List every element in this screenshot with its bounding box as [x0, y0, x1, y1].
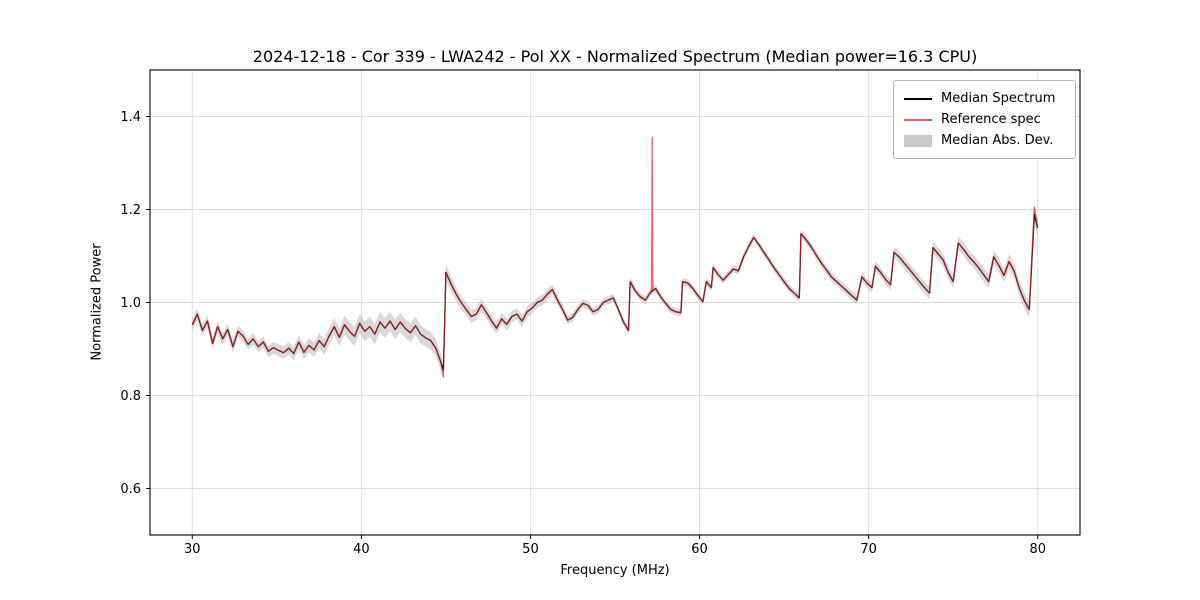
reference-line-swatch [904, 118, 932, 121]
x-tick-label: 30 [184, 542, 201, 557]
x-tick-label: 40 [353, 542, 370, 557]
mad-band-swatch [904, 134, 932, 147]
y-tick-label: 0.6 [120, 482, 141, 497]
y-axis-label: Normalized Power [89, 243, 105, 361]
legend-label: Median Abs. Dev. [941, 133, 1054, 148]
median-line-swatch [904, 97, 932, 100]
reference-spec-line [191, 136, 1039, 378]
x-tick-label: 50 [522, 542, 539, 557]
legend-item-reference-spec: Reference spec [904, 109, 1065, 130]
legend-item-median-spectrum: Median Spectrum [904, 88, 1065, 109]
legend: Median Spectrum Reference spec Median Ab… [893, 80, 1076, 159]
y-tick-labels: 0.6 0.8 1.0 1.2 1.4 [120, 110, 150, 497]
chart-title: 2024-12-18 - Cor 339 - LWA242 - Pol XX -… [252, 47, 978, 66]
y-tick-label: 0.8 [120, 389, 141, 404]
x-tick-label: 80 [1029, 542, 1046, 557]
y-tick-label: 1.4 [120, 110, 141, 125]
legend-label: Reference spec [941, 112, 1041, 127]
x-tick-label: 60 [691, 542, 708, 557]
y-tick-label: 1.0 [120, 296, 141, 311]
y-tick-label: 1.2 [120, 203, 141, 218]
legend-item-median-abs-dev: Median Abs. Dev. [904, 130, 1065, 151]
legend-label: Median Spectrum [941, 91, 1056, 106]
x-tick-labels: 30 40 50 60 70 80 [184, 535, 1046, 557]
x-tick-label: 70 [860, 542, 877, 557]
x-axis-label: Frequency (MHz) [560, 563, 670, 578]
mad-band [192, 205, 1038, 379]
